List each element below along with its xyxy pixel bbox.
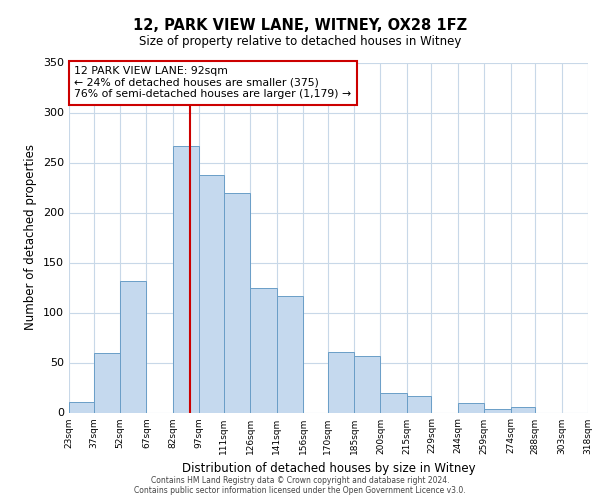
X-axis label: Distribution of detached houses by size in Witney: Distribution of detached houses by size … [182, 462, 475, 475]
Bar [511, 406, 535, 412]
Bar [354, 356, 380, 412]
Text: 12, PARK VIEW LANE, WITNEY, OX28 1FZ: 12, PARK VIEW LANE, WITNEY, OX28 1FZ [133, 18, 467, 32]
Bar [250, 288, 277, 412]
Bar [277, 296, 303, 412]
Bar [224, 192, 250, 412]
Bar [120, 280, 146, 412]
Bar [328, 352, 354, 412]
Bar [380, 392, 407, 412]
Bar [407, 396, 431, 412]
Y-axis label: Number of detached properties: Number of detached properties [25, 144, 37, 330]
Bar [199, 174, 224, 412]
Text: 12 PARK VIEW LANE: 92sqm
← 24% of detached houses are smaller (375)
76% of semi-: 12 PARK VIEW LANE: 92sqm ← 24% of detach… [74, 66, 352, 99]
Bar [94, 352, 120, 412]
Bar [484, 408, 511, 412]
Text: Size of property relative to detached houses in Witney: Size of property relative to detached ho… [139, 35, 461, 48]
Bar [69, 402, 94, 412]
Bar [173, 146, 199, 412]
Text: Contains HM Land Registry data © Crown copyright and database right 2024.
Contai: Contains HM Land Registry data © Crown c… [134, 476, 466, 495]
Bar [458, 402, 484, 412]
